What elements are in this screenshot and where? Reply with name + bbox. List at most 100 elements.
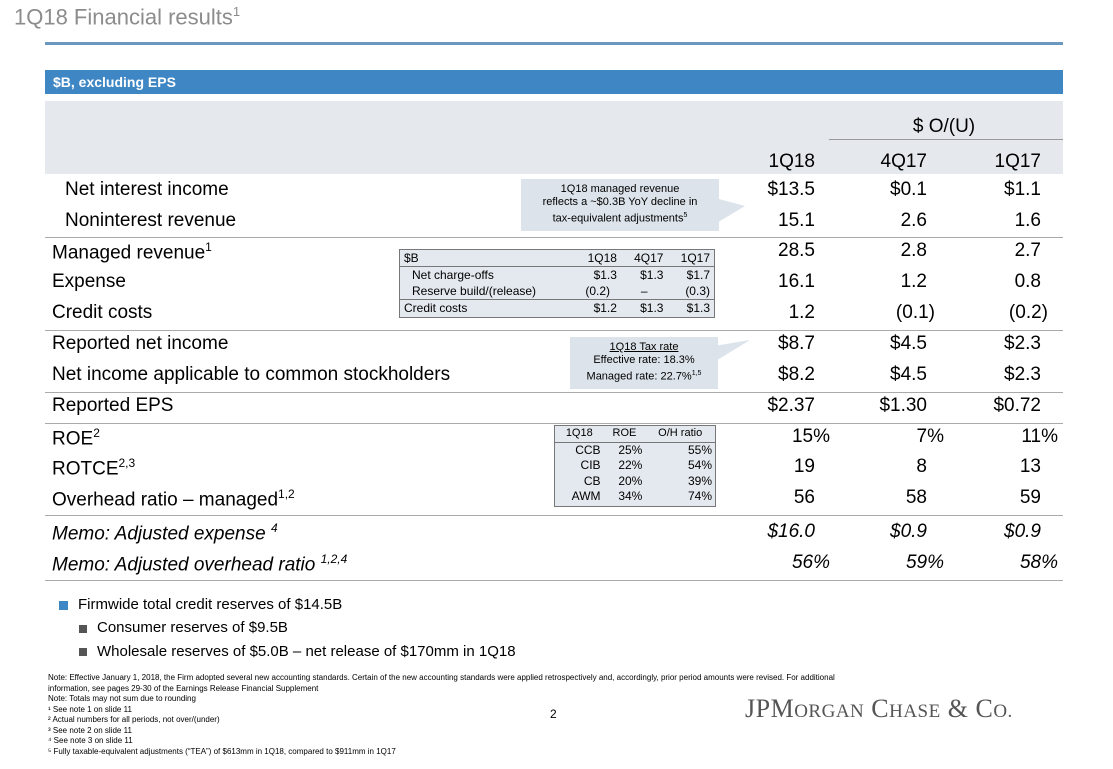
callout-pointer (715, 198, 745, 224)
cell-value: $16.0 (767, 521, 815, 542)
row-label: Reported EPS (52, 395, 174, 416)
credit-table-header: $B (400, 250, 575, 267)
cell-value: $0.1 (890, 179, 927, 200)
row-label: Memo: Adjusted overhead ratio 1,2,4 (52, 552, 348, 576)
cell-value: 56 (793, 487, 815, 508)
title-rule (45, 42, 1063, 45)
tax-rate-callout: 1Q18 Tax rate Effective rate: 18.3% Mana… (570, 337, 718, 389)
cell-value: $4.5 (890, 333, 927, 354)
row-label: Reported net income (52, 333, 229, 354)
over-under-rule (829, 139, 1063, 140)
row-divider (45, 330, 1063, 331)
jpmorgan-chase-logo: JPMORGAN CHASE & CO. (745, 694, 1013, 723)
row-label: Credit costs (52, 302, 153, 323)
cell-value: $1.1 (1004, 179, 1041, 200)
bullet-square-icon (79, 648, 87, 656)
cell-value: $2.3 (1004, 364, 1041, 385)
credit-table-cell: $1.7 (686, 268, 710, 282)
row-label: Managed revenue1 (52, 240, 212, 264)
bullet-text: Firmwide total credit reserves of $14.5B (78, 596, 343, 613)
managed-revenue-callout: 1Q18 managed revenue reflects a ~$0.3B Y… (521, 179, 719, 231)
cell-value: 58% (1019, 552, 1058, 573)
row-label: Noninterest revenue (65, 210, 237, 231)
cell-value: 7% (916, 426, 944, 447)
row-divider (45, 423, 1063, 424)
cell-value: $13.5 (767, 179, 815, 200)
cell-value: $0.9 (1004, 521, 1041, 542)
row-divider (45, 392, 1063, 393)
cell-value: $1.30 (879, 395, 927, 416)
credit-table-cell: $1.3 (667, 299, 714, 316)
cell-value: 11% (1021, 426, 1058, 447)
cell-value: 56% (791, 552, 830, 573)
credit-table-cell: $1.3 (593, 268, 617, 282)
footnotes: Note: Effective January 1, 2018, the Fir… (48, 673, 835, 756)
segment-ratio-table: 1Q18 ROE O/H ratio CCB 25% 55% CIB 22% 5… (554, 425, 716, 507)
ratio-table-header: O/H ratio (645, 426, 715, 443)
cell-value: $4.5 (890, 364, 927, 385)
cell-value: (0.1) (895, 302, 935, 323)
credit-table-header: 1Q18 (574, 250, 621, 267)
page-number: 2 (550, 707, 557, 721)
page-title: 1Q18 Financial results1 (14, 4, 241, 30)
cell-value: 15% (791, 426, 830, 447)
ratio-table-cell: CIB (580, 458, 601, 472)
row-label: ROE2 (52, 426, 100, 450)
row-label: Net interest income (65, 179, 229, 200)
cell-value: 13 (1019, 456, 1041, 477)
credit-table-header: 1Q17 (667, 250, 714, 267)
credit-table-header: 4Q17 (620, 250, 668, 267)
credit-table-cell: Credit costs (400, 299, 575, 316)
ratio-table-cell: CB (583, 473, 601, 488)
row-label: ROTCE2,3 (52, 456, 136, 480)
ratio-table-header: 1Q18 (555, 426, 604, 443)
cell-value: $8.2 (778, 364, 815, 385)
credit-table-cell: – (640, 284, 648, 298)
ratio-table-cell: 39% (687, 473, 712, 488)
row-label: Memo: Adjusted expense 4 (52, 521, 278, 545)
credit-table-cell: $1.2 (574, 299, 621, 316)
cell-value: 8 (916, 456, 927, 477)
cell-value: $0.9 (890, 521, 927, 542)
cell-value: 16.1 (778, 271, 815, 292)
bullet-square-icon (79, 625, 87, 633)
ratio-table-cell: 20% (618, 473, 643, 488)
column-header-1q18: 1Q18 (768, 151, 815, 172)
cell-value: 15.1 (778, 210, 815, 231)
credit-table-cell: (0.2) (585, 284, 611, 298)
cell-value: 28.5 (778, 240, 815, 261)
cell-value: 19 (793, 456, 815, 477)
credit-table-cell: $1.3 (640, 268, 664, 282)
cell-value: 0.8 (1014, 271, 1041, 292)
table-header-background (45, 101, 1063, 174)
column-header-4q17: 4Q17 (880, 151, 927, 172)
ratio-table-cell: CCB (575, 442, 601, 457)
cell-value: 1.6 (1014, 210, 1041, 231)
row-divider (45, 515, 1063, 516)
units-band: $B, excluding EPS (45, 70, 1063, 94)
cell-value: $2.3 (1004, 333, 1041, 354)
table-bottom-rule (45, 580, 1063, 581)
row-label: Expense (52, 271, 126, 292)
row-label: Overhead ratio – managed1,2 (52, 487, 295, 511)
cell-value: 59% (905, 552, 944, 573)
credit-costs-table: $B 1Q18 4Q17 1Q17 Net charge-offs $1.3 $… (399, 249, 715, 318)
cell-value: 1.2 (900, 271, 927, 292)
ratio-table-cell: 54% (687, 458, 712, 472)
callout-pointer (714, 340, 750, 362)
cell-value: $2.37 (767, 395, 815, 416)
row-label: Net income applicable to common stockhol… (52, 364, 451, 385)
credit-table-cell: Reserve build/(release) (412, 284, 537, 298)
cell-value: $8.7 (778, 333, 815, 354)
cell-value: 2.7 (1014, 240, 1041, 261)
ratio-table-cell: 34% (618, 489, 643, 503)
cell-value: (0.2) (1008, 302, 1048, 323)
credit-table-cell: (0.3) (685, 284, 710, 298)
cell-value: $0.72 (993, 395, 1041, 416)
column-header-1q17: 1Q17 (994, 151, 1041, 172)
credit-table-cell: $1.3 (620, 299, 668, 316)
cell-value: 58 (905, 487, 927, 508)
cell-value: 59 (1019, 487, 1041, 508)
cell-value: 2.6 (900, 210, 927, 231)
ratio-table-cell: 25% (618, 442, 643, 457)
